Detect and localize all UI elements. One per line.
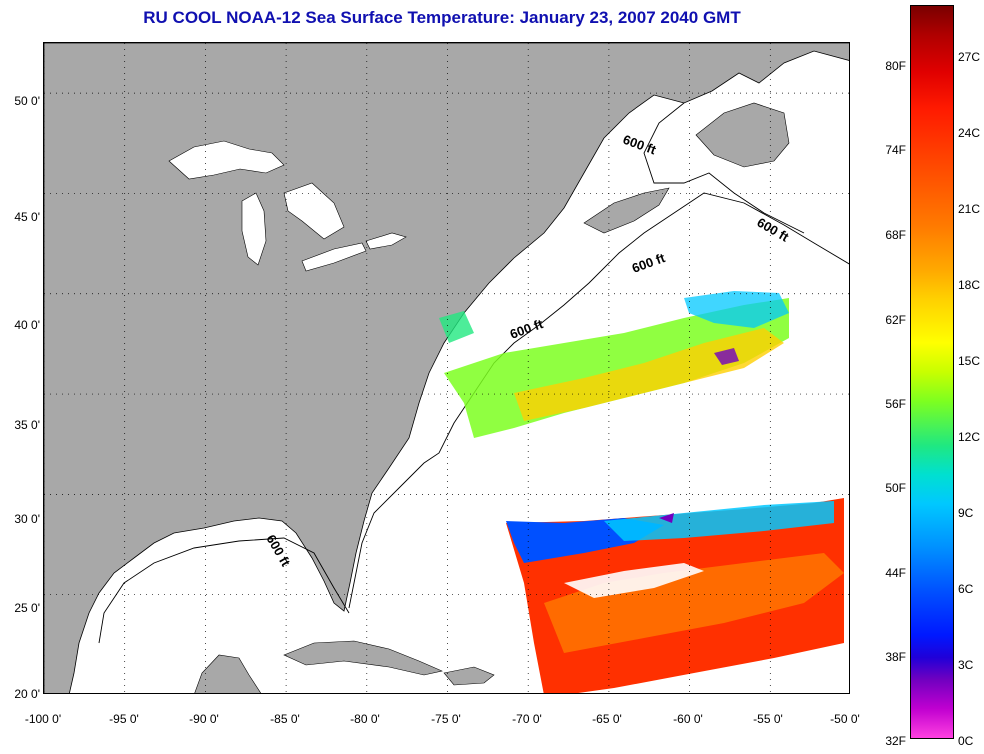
lat-label-20: 20 0': [14, 687, 40, 701]
temperature-colorbar: [910, 5, 954, 739]
colorbar-f-label-38: 38F: [885, 650, 906, 664]
colorbar-f-label-80: 80F: [885, 59, 906, 73]
lon-label-60: -60 0': [673, 712, 703, 726]
colorbar-c-label-18: 18C: [958, 278, 981, 292]
colorbar-f-label-62: 62F: [885, 313, 906, 327]
lon-label-70: -70 0': [512, 712, 542, 726]
colorbar-c-label-9: 9C: [958, 506, 974, 520]
land-cuba: [283, 640, 443, 676]
lake-erie: [301, 242, 367, 272]
colorbar-f-label-44: 44F: [885, 566, 906, 580]
lon-label-50: -50 0': [830, 712, 860, 726]
colorbar-f-label-50: 50F: [885, 481, 906, 495]
colorbar-c-label-21: 21C: [958, 202, 981, 216]
lat-label-30: 30 0': [14, 512, 40, 526]
sst-map[interactable]: 600 ft 600 ft 600 ft 600 ft 600 ft: [43, 42, 850, 694]
map-title: RU COOL NOAA-12 Sea Surface Temperature:…: [143, 8, 741, 27]
lake-superior: [168, 140, 285, 180]
colorbar-f-label-32: 32F: [885, 734, 906, 748]
lake-ontario: [365, 232, 407, 250]
lake-michigan: [241, 192, 267, 266]
lon-label-55: -55 0': [753, 712, 783, 726]
land-newfoundland: [695, 102, 790, 168]
shelf-contour-gulf: [98, 537, 350, 644]
colorbar-c-label-12: 12C: [958, 430, 981, 444]
lat-label-45: 45 0': [14, 210, 40, 224]
colorbar-c-label-0: 0C: [958, 734, 974, 748]
lon-label-90: -90 0': [189, 712, 219, 726]
lake-huron: [283, 182, 345, 240]
lon-label-100: -100 0': [24, 712, 62, 726]
contour-label-mid-atlantic: 600 ft: [508, 316, 546, 342]
shelf-contour-atlantic: [348, 192, 849, 609]
map-canvas: 600 ft 600 ft 600 ft 600 ft 600 ft: [44, 43, 849, 693]
graticule-grid: [44, 43, 849, 693]
colorbar-c-label-15: 15C: [958, 354, 981, 368]
colorbar-c-label-3: 3C: [958, 658, 974, 672]
colorbar-c-label-24: 24C: [958, 126, 981, 140]
lon-label-85: -85 0': [270, 712, 300, 726]
lat-label-35: 35 0': [14, 418, 40, 432]
land-hispaniola: [443, 666, 495, 686]
lon-label-95: -95 0': [109, 712, 139, 726]
land-nova-scotia: [583, 187, 670, 234]
colorbar-f-label-56: 56F: [885, 397, 906, 411]
sst-swath-south: [506, 498, 844, 693]
lon-label-80: -80 0': [350, 712, 380, 726]
lon-label-75: -75 0': [431, 712, 461, 726]
shelf-contour-grand-banks: [643, 102, 805, 234]
colorbar-c-label-27: 27C: [958, 50, 981, 64]
lat-label-40: 40 0': [14, 318, 40, 332]
contour-label-gulf-of-maine: 600 ft: [630, 250, 668, 276]
colorbar-f-label-74: 74F: [885, 143, 906, 157]
lon-label-65: -65 0': [592, 712, 622, 726]
sst-swath-north: [439, 291, 789, 438]
land-yucatan: [194, 654, 262, 693]
colorbar-c-label-6: 6C: [958, 582, 974, 596]
colorbar-f-label-68: 68F: [885, 228, 906, 242]
lat-label-50: 50 0': [14, 94, 40, 108]
lat-label-25: 25 0': [14, 601, 40, 615]
